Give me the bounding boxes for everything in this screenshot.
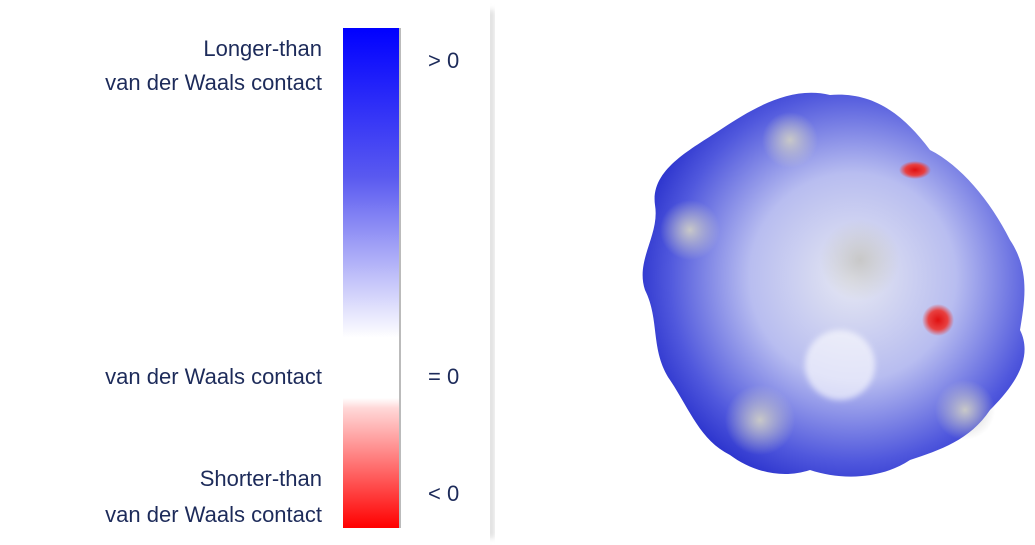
legend-label: van der Waals contact: [105, 70, 322, 95]
surface-spot: [935, 380, 995, 440]
legend-symbol: = 0: [428, 364, 459, 389]
red-spot: [922, 304, 954, 336]
legend-label: Longer-than: [203, 36, 322, 61]
legend: Longer-than van der Waals contact > 0 van d…: [105, 36, 459, 527]
red-spot: [899, 161, 931, 179]
surface-spot: [725, 385, 795, 455]
legend-label: van der Waals contact: [105, 502, 322, 527]
color-bar: [343, 28, 399, 528]
legend-label: Shorter-than: [200, 466, 322, 491]
surface-spot: [820, 220, 900, 300]
surface-highlight: [805, 330, 875, 400]
hirshfeld-surface: [642, 92, 1025, 477]
surface-spot: [762, 112, 818, 168]
legend-label: van der Waals contact: [105, 364, 322, 389]
panel-shadow: [488, 10, 494, 538]
legend-symbol: < 0: [428, 481, 459, 506]
legend-symbol: > 0: [428, 48, 459, 73]
legend-panel: [0, 0, 490, 545]
surface-spot: [660, 200, 720, 260]
